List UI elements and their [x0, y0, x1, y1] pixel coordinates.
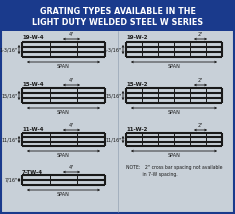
- Text: 15/16": 15/16": [106, 93, 122, 98]
- Text: NOTE:   2" cross bar spacing not available: NOTE: 2" cross bar spacing not available: [126, 165, 223, 170]
- Text: 2": 2": [198, 123, 203, 128]
- Text: 7-TW-4: 7-TW-4: [22, 170, 43, 175]
- Text: 15/16": 15/16": [2, 93, 18, 98]
- Text: 2": 2": [198, 32, 203, 37]
- Text: 1-3/16": 1-3/16": [104, 47, 122, 52]
- Text: SPAN: SPAN: [57, 153, 70, 158]
- Text: 4": 4": [69, 123, 74, 128]
- Text: SPAN: SPAN: [168, 153, 180, 158]
- Text: 1-3/16": 1-3/16": [0, 47, 18, 52]
- Text: SPAN: SPAN: [57, 110, 70, 115]
- Text: 15-W-4: 15-W-4: [22, 82, 44, 87]
- Text: 4": 4": [69, 78, 74, 83]
- Text: SPAN: SPAN: [57, 64, 70, 69]
- Text: 11/16": 11/16": [106, 137, 122, 142]
- Text: in 7-W spacing.: in 7-W spacing.: [126, 172, 178, 177]
- Text: 19-W-4: 19-W-4: [22, 35, 44, 40]
- Text: GRATING TYPES AVAILABLE IN THE: GRATING TYPES AVAILABLE IN THE: [39, 6, 196, 15]
- Text: SPAN: SPAN: [57, 192, 70, 197]
- Text: LIGHT DUTY WELDED STEEL W SERIES: LIGHT DUTY WELDED STEEL W SERIES: [32, 18, 203, 27]
- Text: 11-W-2: 11-W-2: [126, 127, 147, 132]
- Text: 19-W-2: 19-W-2: [126, 35, 148, 40]
- Text: 11-W-4: 11-W-4: [22, 127, 43, 132]
- Text: 4": 4": [69, 165, 74, 170]
- Bar: [1, 1, 234, 31]
- Text: 15-W-2: 15-W-2: [126, 82, 148, 87]
- Text: SPAN: SPAN: [168, 110, 180, 115]
- Text: 4": 4": [69, 32, 74, 37]
- Text: 2": 2": [198, 78, 203, 83]
- Text: SPAN: SPAN: [168, 64, 180, 69]
- Text: 11/16": 11/16": [2, 137, 18, 142]
- Text: 7/16": 7/16": [5, 177, 18, 183]
